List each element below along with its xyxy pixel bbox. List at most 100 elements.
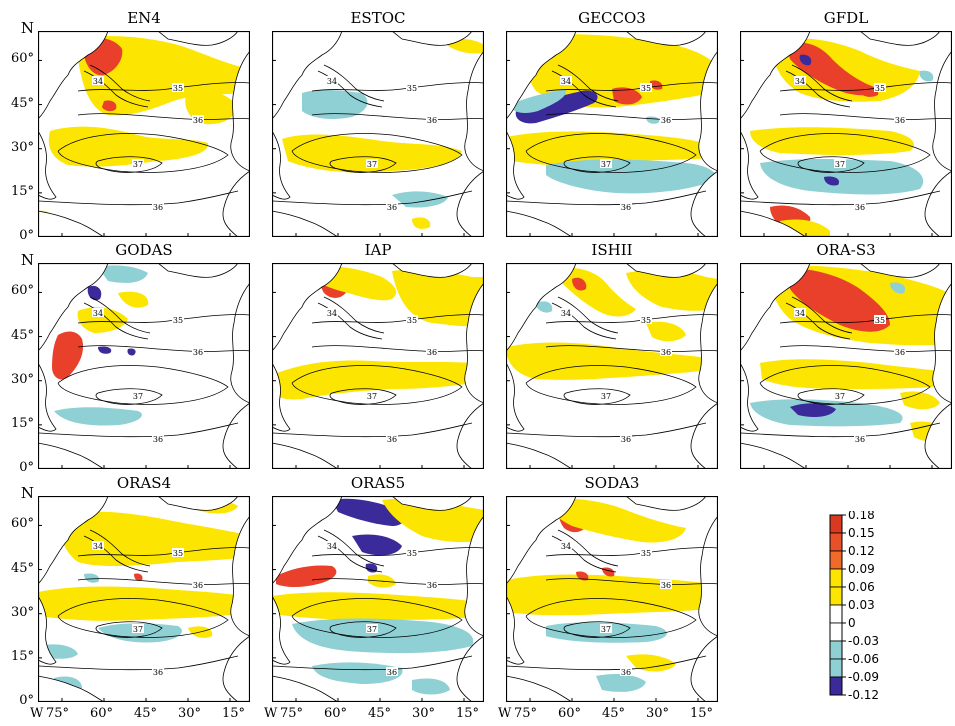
- contour-label: 37: [367, 392, 377, 401]
- latitude-label: 15°: [10, 648, 34, 664]
- salinity-contour: [38, 655, 239, 671]
- anomaly-patch: [596, 674, 646, 692]
- anomaly-patch: [856, 84, 879, 97]
- longitude-label: 30°: [412, 706, 436, 721]
- land-shape: [506, 595, 525, 665]
- map-panel: 35 36 37 36 34: [740, 31, 952, 237]
- map-panel-plot: 35 36 37 36 34: [38, 31, 250, 237]
- contour-label: 34: [561, 77, 571, 86]
- contour-label-bg: [854, 434, 866, 443]
- contour-label: 34: [327, 309, 337, 318]
- land-shape: [932, 282, 952, 404]
- contour-label: 35: [641, 84, 651, 93]
- land-shape: [506, 31, 577, 120]
- contour-label: 36: [621, 435, 631, 444]
- salinity-contour: [779, 345, 952, 352]
- land-shape: [38, 130, 57, 200]
- contour-label-bg: [600, 391, 612, 400]
- contour-label-bg: [854, 202, 866, 211]
- anomaly-patch: [272, 592, 484, 620]
- salinity-contour: [311, 578, 484, 585]
- anomaly-patch: [382, 498, 484, 543]
- contour-label-bg: [386, 202, 398, 211]
- colorbar-band: [829, 550, 843, 570]
- contour-label: 36: [661, 116, 671, 125]
- salinity-contour: [525, 365, 697, 405]
- salinity-contour: [797, 388, 865, 405]
- contour-label: 37: [835, 392, 845, 401]
- latitude-label: 30°: [10, 371, 34, 387]
- anomaly-patch: [750, 127, 914, 155]
- longitude-label: 15°: [690, 706, 714, 721]
- land-shape: [625, 31, 707, 46]
- anomaly-patch: [332, 498, 405, 526]
- salinity-contour: [291, 133, 463, 173]
- longitude-label: 75°: [46, 706, 70, 721]
- land-shape: [456, 635, 484, 702]
- salinity-contour: [779, 82, 952, 92]
- land-shape: [506, 362, 525, 432]
- panel-frame: [740, 263, 952, 469]
- colorbar-band: [829, 640, 843, 660]
- colorbar-tick-label: -0.06: [848, 652, 879, 666]
- contour-label-bg: [172, 83, 184, 92]
- land-shape: [222, 170, 250, 237]
- anomaly-patch: [102, 100, 117, 112]
- contour-label: 34: [561, 309, 571, 318]
- salinity-contour: [272, 190, 473, 206]
- contour-label: 37: [835, 160, 845, 169]
- salinity-contour: [311, 547, 484, 557]
- latitude-label: 60°: [10, 516, 34, 532]
- anomaly-patch: [127, 348, 136, 356]
- contour-label-bg: [640, 83, 652, 92]
- anomaly-patch: [576, 571, 589, 581]
- colorbar-band: [829, 532, 843, 552]
- land-shape: [698, 282, 718, 404]
- contour-label: 35: [173, 549, 183, 558]
- salinity-contour: [323, 296, 385, 334]
- salinity-contour: [557, 529, 619, 567]
- panel-frame: [506, 263, 718, 469]
- map-panel-plot: 35 36 37 36 34: [506, 31, 718, 237]
- land-shape: [932, 50, 952, 172]
- land-shape: [740, 442, 807, 469]
- contour-label: 36: [427, 581, 437, 590]
- panel-frame: [272, 496, 484, 702]
- salinity-contour: [272, 655, 473, 671]
- anomaly-patch: [510, 89, 567, 113]
- land-shape: [456, 402, 484, 469]
- land-shape: [38, 263, 109, 352]
- map-panel: 35 36 37 36 34: [506, 263, 718, 469]
- land-shape: [690, 402, 718, 469]
- longitude-label: 30°: [646, 706, 670, 721]
- anomaly-patch: [38, 586, 250, 621]
- salinity-contour: [95, 156, 163, 173]
- panel-frame: [506, 496, 718, 702]
- panel-title: ORA-S3: [816, 241, 876, 259]
- anomaly-patch: [790, 403, 836, 417]
- contour-label-bg: [894, 347, 906, 356]
- contour-label-bg: [794, 308, 806, 317]
- salinity-contour: [95, 388, 163, 405]
- map-panel: 35 36 37 36 34: [38, 496, 250, 702]
- anomaly-patch: [302, 89, 368, 119]
- salinity-contour: [545, 314, 718, 324]
- salinity-contour: [791, 296, 853, 334]
- contour-label-bg: [426, 115, 438, 124]
- contour-label: 35: [407, 316, 417, 325]
- contour-label: 35: [407, 84, 417, 93]
- land-shape: [272, 675, 339, 702]
- north-label: N: [20, 251, 34, 269]
- anomaly-patch: [919, 70, 934, 82]
- panel-frame: [506, 31, 718, 237]
- contour-label-bg: [894, 115, 906, 124]
- contour-label: 34: [795, 309, 805, 318]
- contour-label: 34: [327, 542, 337, 551]
- salinity-contour: [38, 190, 239, 206]
- colorbar-tick-label: 0.09: [848, 562, 875, 576]
- salinity-contour: [311, 113, 484, 120]
- salinity-contour: [77, 345, 250, 352]
- latitude-label: 0°: [19, 693, 34, 708]
- anomaly-patch: [572, 277, 587, 291]
- contour-label-bg: [560, 541, 572, 550]
